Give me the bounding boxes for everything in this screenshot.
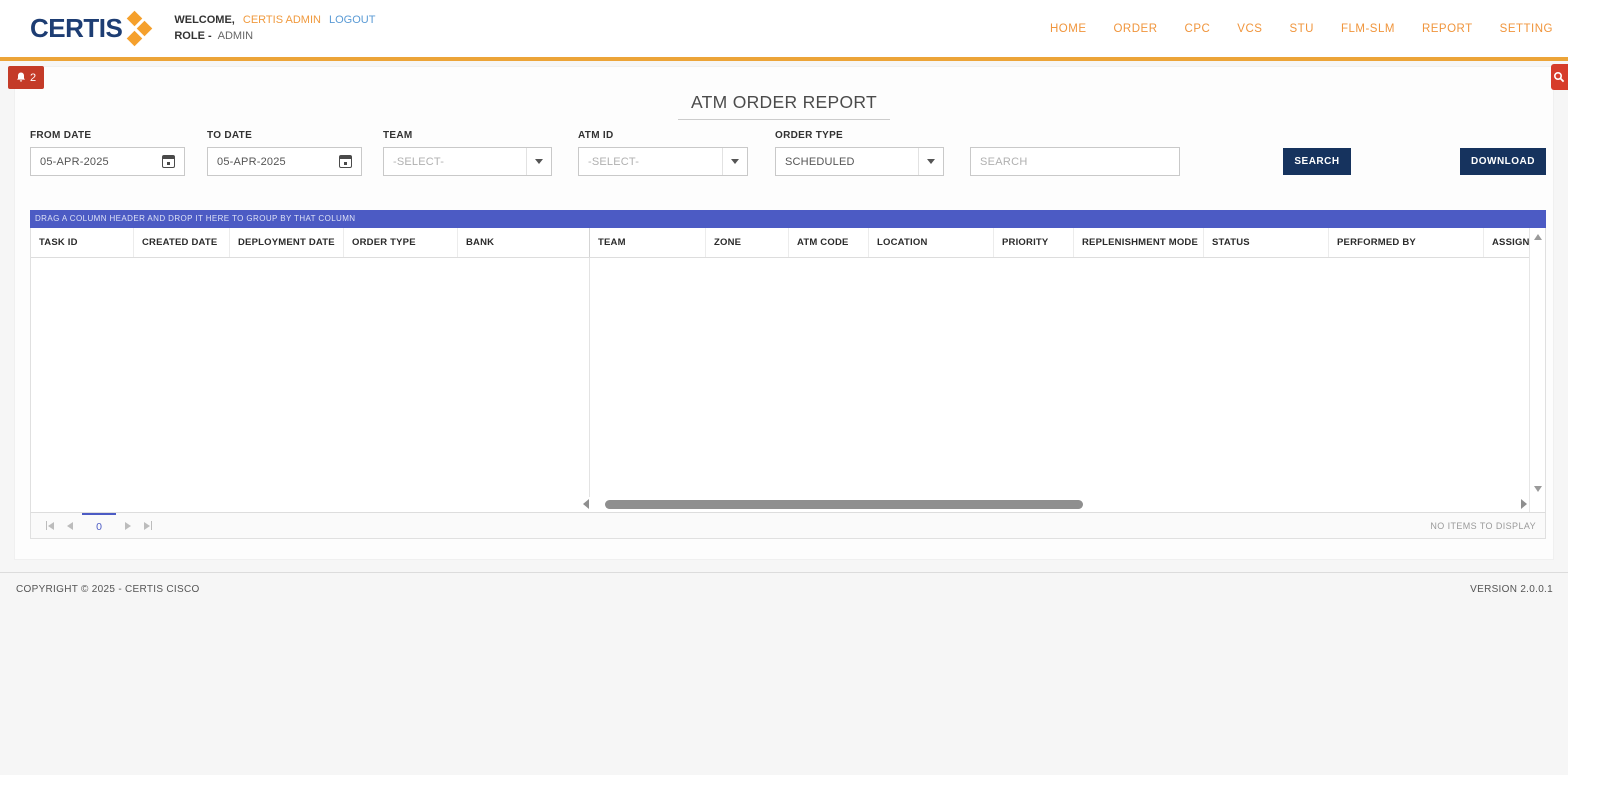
scroll-left-arrow-icon[interactable] bbox=[583, 499, 589, 509]
nav-item-cpc[interactable]: CPC bbox=[1184, 22, 1211, 35]
column-header-replenishment-mode[interactable]: REPLENISHMENT MODE bbox=[1074, 228, 1204, 257]
accent-bar bbox=[0, 57, 1568, 61]
certis-logo: CERTIS bbox=[30, 10, 153, 46]
chevron-down-icon[interactable] bbox=[526, 148, 551, 175]
next-page-button[interactable] bbox=[118, 516, 138, 536]
logo-diamonds-icon bbox=[126, 10, 153, 46]
welcome-label: WELCOME, bbox=[174, 14, 235, 26]
column-header-created-date[interactable]: CREATED DATE bbox=[134, 228, 230, 257]
first-page-button[interactable] bbox=[40, 516, 60, 536]
nav-item-vcs[interactable]: VCS bbox=[1237, 22, 1263, 35]
search-button[interactable]: SEARCH bbox=[1283, 148, 1351, 175]
download-button[interactable]: DOWNLOAD bbox=[1460, 148, 1546, 175]
filter-order-type: ORDER TYPE SCHEDULED bbox=[775, 130, 944, 176]
atm-id-label: ATM ID bbox=[578, 130, 614, 141]
notification-count: 2 bbox=[29, 71, 37, 84]
scroll-right-arrow-icon[interactable] bbox=[1521, 499, 1528, 509]
table-header-row: TASK ID CREATED DATE DEPLOYMENT DATE ORDER … bbox=[31, 228, 1530, 258]
nav-item-home[interactable]: HOME bbox=[1049, 22, 1087, 35]
column-header-priority[interactable]: PRIORITY bbox=[994, 228, 1074, 257]
calendar-icon[interactable] bbox=[339, 155, 352, 168]
column-header-status[interactable]: STATUS bbox=[1204, 228, 1329, 257]
filter-atm-id: ATM ID -SELECT- bbox=[578, 130, 748, 176]
column-header-bank[interactable]: BANK bbox=[458, 228, 590, 257]
search-input[interactable] bbox=[970, 147, 1180, 176]
order-type-label: ORDER TYPE bbox=[775, 130, 844, 141]
table-body bbox=[31, 258, 1530, 512]
atm-id-selected-value: -SELECT- bbox=[588, 155, 640, 168]
chevron-down-icon[interactable] bbox=[722, 148, 747, 175]
horizontal-scrollbar[interactable] bbox=[583, 498, 1528, 510]
team-select[interactable]: -SELECT- bbox=[383, 147, 552, 176]
app-viewport: CERTIS WELCOME, CERTIS ADMIN LOGOUT ROLE… bbox=[0, 0, 1568, 595]
column-header-assignment[interactable]: ASSIGNMENT bbox=[1484, 228, 1529, 257]
group-drop-zone[interactable]: DRAG A COLUMN HEADER AND DROP IT HERE TO… bbox=[30, 210, 1546, 228]
logout-link[interactable]: LOGOUT bbox=[329, 14, 376, 26]
page-title: ATM ORDER REPORT bbox=[691, 92, 877, 112]
atm-id-select[interactable]: -SELECT- bbox=[578, 147, 748, 176]
quick-search-button[interactable] bbox=[1551, 64, 1568, 90]
column-header-location[interactable]: LOCATION bbox=[869, 228, 994, 257]
vertical-scrollbar[interactable] bbox=[1529, 228, 1545, 512]
atm-order-grid: DRAG A COLUMN HEADER AND DROP IT HERE TO… bbox=[30, 210, 1546, 539]
current-page-button[interactable]: 0 bbox=[82, 512, 116, 539]
column-header-performed-by[interactable]: PERFORMED BY bbox=[1329, 228, 1484, 257]
bell-icon bbox=[16, 72, 25, 82]
chevron-down-icon[interactable] bbox=[918, 148, 943, 175]
column-header-order-type[interactable]: ORDER TYPE bbox=[344, 228, 458, 257]
calendar-icon[interactable] bbox=[162, 155, 175, 168]
search-icon bbox=[1553, 71, 1565, 83]
to-date-label: TO DATE bbox=[207, 130, 253, 141]
version-text: VERSION 2.0.0.1 bbox=[1470, 584, 1553, 595]
top-header: CERTIS WELCOME, CERTIS ADMIN LOGOUT ROLE… bbox=[0, 0, 1568, 57]
nav-item-flm-slm[interactable]: FLM-SLM bbox=[1340, 22, 1395, 35]
column-header-deployment-date[interactable]: DEPLOYMENT DATE bbox=[230, 228, 344, 257]
username-link[interactable]: CERTIS ADMIN bbox=[242, 14, 321, 26]
nav-item-stu[interactable]: STU bbox=[1289, 22, 1314, 35]
main-nav: HOME ORDER CPC VCS STU FLM-SLM REPORT SETTING bbox=[1023, 23, 1553, 35]
welcome-block: WELCOME, CERTIS ADMIN LOGOUT ROLE - ADMIN bbox=[174, 13, 380, 44]
from-date-label: FROM DATE bbox=[30, 130, 92, 141]
horizontal-scroll-track[interactable] bbox=[595, 498, 1515, 510]
pager: 0 NO ITEMS TO DISPLAY bbox=[30, 512, 1546, 539]
column-header-zone[interactable]: ZONE bbox=[706, 228, 789, 257]
nav-item-report[interactable]: REPORT bbox=[1421, 22, 1473, 35]
scroll-down-arrow-icon[interactable] bbox=[1533, 486, 1542, 492]
column-header-team[interactable]: TEAM bbox=[590, 228, 706, 257]
last-page-button[interactable] bbox=[138, 516, 158, 536]
filter-to-date: TO DATE 05-APR-2025 bbox=[207, 130, 362, 176]
team-selected-value: -SELECT- bbox=[393, 155, 445, 168]
nav-item-order[interactable]: ORDER bbox=[1113, 22, 1158, 35]
filter-from-date: FROM DATE 05-APR-2025 bbox=[30, 130, 185, 176]
scroll-up-arrow-icon[interactable] bbox=[1533, 234, 1542, 240]
to-date-value: 05-APR-2025 bbox=[217, 155, 286, 168]
pager-status-text: NO ITEMS TO DISPLAY bbox=[1430, 520, 1536, 531]
from-date-input[interactable]: 05-APR-2025 bbox=[30, 147, 185, 176]
filter-team: TEAM -SELECT- bbox=[383, 130, 552, 176]
horizontal-scroll-thumb[interactable] bbox=[605, 499, 1083, 509]
notification-badge[interactable]: 2 bbox=[8, 66, 44, 89]
filter-search bbox=[970, 130, 1180, 176]
team-label: TEAM bbox=[383, 130, 413, 141]
copyright-text: COPYRIGHT © 2025 - CERTIS CISCO bbox=[16, 584, 200, 595]
role-label: ROLE - bbox=[174, 30, 212, 42]
footer: COPYRIGHT © 2025 - CERTIS CISCO VERSION … bbox=[0, 572, 1568, 595]
order-type-selected-value: SCHEDULED bbox=[785, 155, 855, 168]
grid-box: TASK ID CREATED DATE DEPLOYMENT DATE ORDER … bbox=[30, 228, 1546, 513]
column-header-atm-code[interactable]: ATM CODE bbox=[789, 228, 869, 257]
logo-text: CERTIS bbox=[30, 13, 123, 43]
frozen-pane-divider bbox=[589, 258, 590, 497]
title-underline bbox=[678, 119, 890, 120]
column-header-task-id[interactable]: TASK ID bbox=[31, 228, 134, 257]
grid-content: TASK ID CREATED DATE DEPLOYMENT DATE ORDER … bbox=[31, 228, 1530, 512]
to-date-input[interactable]: 05-APR-2025 bbox=[207, 147, 362, 176]
from-date-value: 05-APR-2025 bbox=[40, 155, 109, 168]
order-type-select[interactable]: SCHEDULED bbox=[775, 147, 944, 176]
role-value: ADMIN bbox=[217, 30, 254, 42]
nav-item-setting[interactable]: SETTING bbox=[1499, 22, 1553, 35]
previous-page-button[interactable] bbox=[60, 516, 80, 536]
